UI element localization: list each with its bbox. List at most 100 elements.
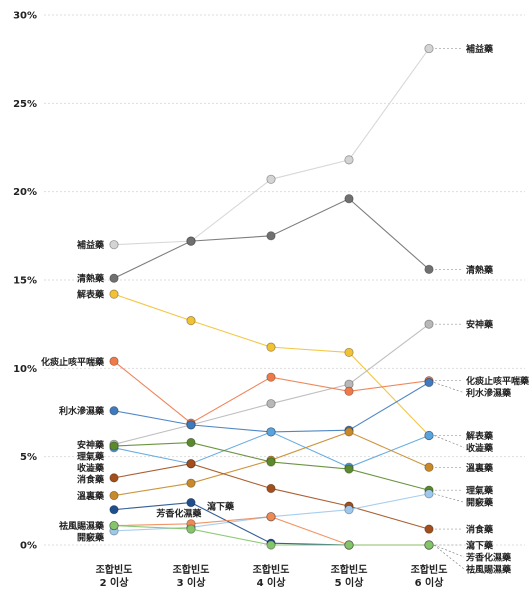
x-tick-label: 6 이상 bbox=[415, 576, 445, 589]
y-tick-label: 30% bbox=[13, 11, 37, 22]
x-tick-label: 2 이상 bbox=[100, 576, 130, 589]
data-point bbox=[424, 43, 434, 54]
x-tick-label: 조합빈도 bbox=[96, 563, 133, 576]
series-label-right: 瀉下藥 bbox=[466, 540, 494, 552]
data-point bbox=[344, 194, 354, 204]
data-point bbox=[266, 372, 276, 382]
series-line bbox=[113, 323, 430, 445]
series-label-left: 消食藥 bbox=[77, 473, 105, 485]
data-point bbox=[344, 540, 354, 550]
data-point bbox=[266, 231, 276, 241]
y-tick-label: 20% bbox=[13, 187, 37, 198]
label-leader bbox=[433, 435, 465, 448]
series-label-right: 消食藥 bbox=[466, 524, 494, 536]
series-label-left: 化痰止咳平喘藥 bbox=[41, 356, 105, 368]
y-tick-label: 0% bbox=[20, 541, 37, 552]
data-point bbox=[109, 490, 119, 501]
data-point bbox=[344, 464, 354, 474]
x-tick-label: 5 이상 bbox=[335, 576, 365, 589]
data-point bbox=[344, 427, 354, 437]
x-tick-label: 3 이상 bbox=[177, 576, 207, 589]
data-point bbox=[424, 462, 434, 472]
series-label-right: 清熱藥 bbox=[466, 264, 494, 276]
data-point bbox=[424, 524, 434, 534]
series-label-left: 理氣藥 bbox=[77, 450, 105, 462]
series-lines bbox=[113, 48, 430, 546]
y-tick-label: 25% bbox=[13, 99, 37, 110]
series-label-left: 利水滲濕藥 bbox=[58, 405, 105, 417]
inline-series-label: 瀉下藥 bbox=[207, 501, 235, 513]
series-label-left: 收澁藥 bbox=[77, 462, 105, 474]
series-label-right: 解表藥 bbox=[466, 430, 494, 442]
x-tick-label: 조합빈도 bbox=[411, 563, 448, 576]
series-label-left: 安神藥 bbox=[77, 439, 105, 451]
series-label-left: 溫裏藥 bbox=[77, 490, 105, 502]
data-point bbox=[266, 512, 276, 522]
series-label-right: 芳香化濕藥 bbox=[466, 552, 512, 564]
series-label-right: 收澁藥 bbox=[466, 442, 494, 454]
data-point bbox=[344, 505, 354, 515]
data-point bbox=[109, 273, 119, 283]
data-point bbox=[266, 342, 276, 352]
series-line bbox=[113, 48, 430, 246]
series-label-left: 補益藥 bbox=[76, 239, 105, 251]
x-tick-label: 조합빈도 bbox=[331, 563, 368, 576]
data-point bbox=[109, 505, 119, 515]
y-axis-ticks: 0% 5% 10% 15% 20% 25% 30% bbox=[13, 11, 37, 552]
data-point bbox=[186, 437, 196, 448]
data-point bbox=[424, 319, 434, 329]
series-labels: 補益藥清熱藥解表藥化痰止咳平喘藥利水滲濕藥安神藥理氣藥收澁藥消食藥溫裏藥祛風賜濕… bbox=[41, 43, 530, 575]
data-point bbox=[109, 441, 119, 451]
data-point bbox=[186, 236, 196, 246]
data-point bbox=[344, 386, 354, 396]
data-point bbox=[266, 483, 276, 494]
series-label-left: 祛風賜濕藥 bbox=[58, 520, 105, 532]
data-point bbox=[424, 430, 434, 441]
grid-lines bbox=[44, 14, 525, 546]
data-point bbox=[344, 155, 354, 165]
series-label-right: 溫裏藥 bbox=[466, 462, 494, 474]
data-point bbox=[266, 174, 276, 184]
inline-series-label: 芳香化濕藥 bbox=[156, 508, 202, 520]
data-point bbox=[109, 406, 119, 416]
data-point bbox=[109, 520, 119, 531]
data-point bbox=[266, 457, 276, 467]
label-leader bbox=[433, 493, 465, 503]
data-points bbox=[109, 43, 434, 550]
data-point bbox=[266, 427, 276, 437]
data-point bbox=[109, 240, 119, 250]
y-tick-label: 10% bbox=[13, 364, 37, 375]
data-point bbox=[109, 473, 119, 483]
data-point bbox=[186, 524, 196, 534]
x-tick-label: 조합빈도 bbox=[253, 563, 290, 576]
data-point bbox=[186, 459, 196, 469]
data-point bbox=[344, 347, 354, 358]
series-label-right: 利水滲濕藥 bbox=[465, 387, 512, 399]
data-point bbox=[266, 540, 276, 550]
series-line bbox=[113, 360, 430, 424]
series-label-right: 開竅藥 bbox=[466, 497, 494, 509]
data-point bbox=[186, 316, 196, 326]
series-label-right: 安神藥 bbox=[466, 319, 494, 331]
series-label-right: 補益藥 bbox=[465, 43, 494, 55]
data-point bbox=[424, 377, 434, 388]
data-point bbox=[424, 264, 434, 274]
data-point bbox=[109, 356, 119, 366]
x-tick-label: 4 이상 bbox=[257, 576, 287, 589]
series-label-right: 化痰止咳平喘藥 bbox=[466, 375, 530, 387]
data-point bbox=[186, 420, 196, 430]
data-point bbox=[424, 540, 434, 550]
data-point bbox=[109, 289, 119, 299]
series-line bbox=[113, 293, 430, 436]
data-point bbox=[266, 399, 276, 409]
data-point bbox=[424, 489, 434, 499]
series-label-left: 開竅藥 bbox=[77, 532, 105, 544]
y-tick-label: 15% bbox=[13, 276, 37, 287]
x-tick-label: 조합빈도 bbox=[173, 563, 210, 576]
y-tick-label: 5% bbox=[20, 452, 37, 463]
series-label-left: 清熱藥 bbox=[77, 273, 105, 285]
series-label-left: 解表藥 bbox=[77, 289, 105, 301]
data-point bbox=[186, 478, 196, 488]
